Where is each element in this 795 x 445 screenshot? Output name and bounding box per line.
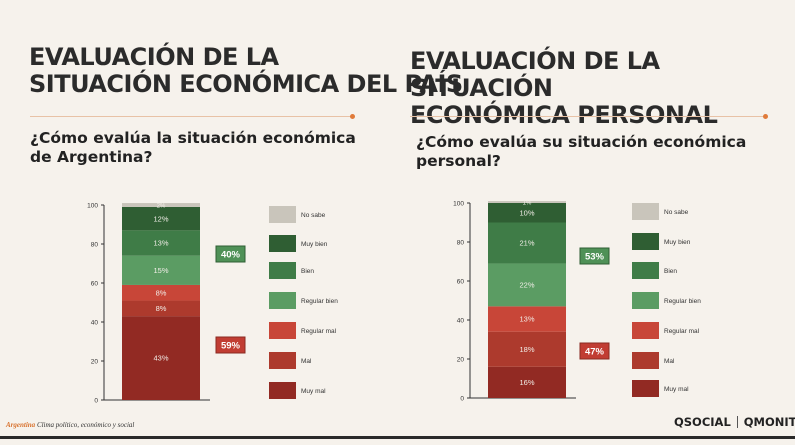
bar-segment-regular-bien bbox=[488, 263, 566, 307]
legend-swatch-bien bbox=[269, 262, 296, 279]
bar-label-no-sabe: 1% bbox=[523, 201, 532, 207]
right-question: ¿Cómo evalúa su situación económica pers… bbox=[416, 133, 747, 170]
positive-total-label: 40% bbox=[221, 250, 241, 261]
bar-label-muy-bien: 12% bbox=[153, 214, 168, 223]
legend-label-bien: Bien bbox=[301, 268, 314, 275]
y-tick-label: 0 bbox=[94, 398, 98, 405]
bar-segment-mal bbox=[488, 331, 566, 367]
legend-label-muy-mal: Muy mal bbox=[664, 386, 689, 393]
legend-label-muy-mal: Muy mal bbox=[301, 388, 326, 395]
source-text: Clima político, económico y social bbox=[35, 421, 135, 429]
bar-segment-regular-mal bbox=[488, 306, 566, 332]
right-title-line-1: EVALUACIÓN DE LA SITUACIÓN bbox=[410, 47, 660, 102]
bar-segment-regular-mal bbox=[122, 284, 200, 301]
legend-label-bien: Bien bbox=[664, 268, 677, 275]
legend-swatch-mal bbox=[632, 352, 659, 369]
right-title: EVALUACIÓN DE LA SITUACIÓN ECONÓMICA PER… bbox=[410, 48, 795, 129]
bar-label-no-sabe: 2% bbox=[157, 204, 166, 210]
legend-label-no-sabe: No sabe bbox=[664, 209, 689, 216]
y-tick-label: 60 bbox=[457, 279, 465, 286]
bar-label-muy-mal: 16% bbox=[519, 378, 534, 387]
legend-swatch-muy-bien bbox=[632, 233, 659, 250]
y-tick-label: 60 bbox=[91, 281, 99, 288]
bar-label-regular-mal: 13% bbox=[519, 315, 534, 324]
qmonitor-logo: QMONITOR bbox=[743, 415, 795, 429]
bar-segment-muy-bien bbox=[488, 203, 566, 223]
left-divider bbox=[30, 114, 355, 119]
left-title-line-1: EVALUACIÓN DE LA bbox=[29, 43, 279, 71]
bar-label-muy-bien: 10% bbox=[519, 208, 534, 217]
right-title-line-2: ECONÓMICA PERSONAL bbox=[410, 101, 718, 129]
legend-swatch-no-sabe bbox=[632, 203, 659, 220]
legend-label-regular-bien: Regular bien bbox=[301, 298, 338, 305]
negative-total-label: 59% bbox=[221, 341, 241, 352]
bar-label-muy-mal: 43% bbox=[153, 354, 168, 363]
legend-swatch-muy-mal bbox=[632, 380, 659, 397]
positive-total-box bbox=[215, 245, 246, 263]
logo-separator bbox=[736, 416, 738, 428]
source-note: Argentina Clima político, económico y so… bbox=[6, 421, 134, 429]
y-tick-label: 80 bbox=[457, 240, 465, 247]
y-tick-label: 20 bbox=[91, 359, 99, 366]
legend-label-muy-bien: Muy bien bbox=[301, 241, 328, 248]
legend-swatch-regular-bien bbox=[632, 292, 659, 309]
bar-label-bien: 13% bbox=[153, 239, 168, 248]
right-divider bbox=[410, 114, 768, 119]
legend-swatch-no-sabe bbox=[269, 206, 296, 223]
legend-label-mal: Mal bbox=[301, 358, 312, 365]
y-tick-label: 40 bbox=[91, 320, 99, 327]
source-country: Argentina bbox=[6, 421, 36, 429]
bar-label-regular-bien: 15% bbox=[153, 266, 168, 275]
bar-segment-bien bbox=[122, 230, 200, 256]
legend-label-regular-bien: Regular bien bbox=[664, 298, 701, 305]
y-tick-label: 80 bbox=[91, 242, 99, 249]
y-tick-label: 100 bbox=[87, 203, 98, 210]
bar-segment-regular-bien bbox=[122, 255, 200, 285]
left-question: ¿Cómo evalúa la situación económica de A… bbox=[30, 129, 356, 166]
negative-total-box bbox=[215, 336, 246, 354]
legend-swatch-regular-bien bbox=[269, 292, 296, 309]
qsocial-logo: QSOCIAL bbox=[674, 415, 731, 429]
y-tick-label: 40 bbox=[457, 318, 465, 325]
legend-swatch-muy-bien bbox=[269, 235, 296, 252]
positive-total-box bbox=[579, 247, 610, 265]
y-tick-label: 100 bbox=[453, 201, 464, 208]
legend-label-regular-mal: Regular mal bbox=[664, 328, 700, 335]
legend-swatch-bien bbox=[632, 262, 659, 279]
left-title: EVALUACIÓN DE LA SITUACIÓN ECONÓMICA DEL… bbox=[29, 44, 463, 98]
legend-label-no-sabe: No sabe bbox=[301, 212, 326, 219]
bar-segment-muy-mal bbox=[488, 366, 566, 398]
bar-label-regular-bien: 22% bbox=[519, 281, 534, 290]
bar-segment-no-sabe bbox=[488, 201, 566, 203]
bottom-border bbox=[0, 436, 795, 439]
logos: QSOCIAL QMONITOR bbox=[674, 415, 795, 429]
bar-segment-no-sabe bbox=[122, 203, 200, 207]
legend-label-mal: Mal bbox=[664, 358, 675, 365]
legend-label-regular-mal: Regular mal bbox=[301, 328, 337, 335]
negative-total-box bbox=[579, 342, 610, 360]
legend-label-muy-bien: Muy bien bbox=[664, 239, 691, 246]
bar-label-bien: 21% bbox=[519, 239, 534, 248]
positive-total-label: 53% bbox=[585, 252, 605, 263]
negative-total-label: 47% bbox=[585, 347, 605, 358]
legend-swatch-muy-mal bbox=[269, 382, 296, 399]
y-tick-label: 0 bbox=[460, 396, 464, 403]
bar-segment-bien bbox=[488, 222, 566, 264]
y-tick-label: 20 bbox=[457, 357, 465, 364]
legend-swatch-regular-mal bbox=[269, 322, 296, 339]
bar-segment-mal bbox=[122, 300, 200, 317]
bar-segment-muy-mal bbox=[122, 316, 200, 400]
bar-label-mal: 8% bbox=[156, 304, 167, 313]
legend-swatch-regular-mal bbox=[632, 322, 659, 339]
bar-label-mal: 18% bbox=[519, 345, 534, 354]
left-title-line-2: SITUACIÓN ECONÓMICA DEL PAÍS bbox=[29, 70, 463, 98]
bar-label-regular-mal: 8% bbox=[156, 288, 167, 297]
legend-swatch-mal bbox=[269, 352, 296, 369]
bar-segment-muy-bien bbox=[122, 206, 200, 231]
